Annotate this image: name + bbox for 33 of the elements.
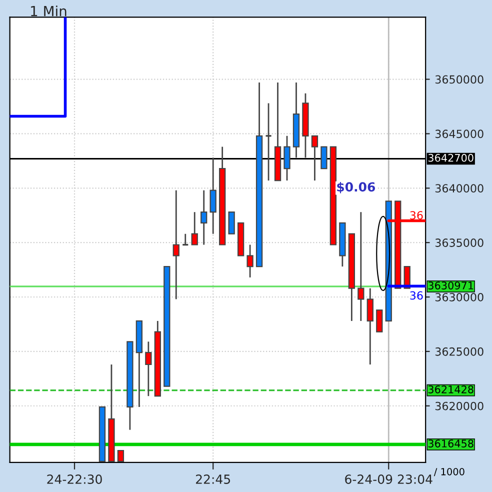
candlestick xyxy=(358,211,364,322)
chart-title: 1 Min xyxy=(31,6,66,16)
y-tick-label: 3650000 xyxy=(435,75,484,84)
candlestick xyxy=(210,156,216,235)
y-tick-label: 3635000 xyxy=(435,238,484,247)
ref-line-label: 3630971 xyxy=(428,282,474,290)
candlestick xyxy=(172,190,180,300)
ref-line-label: 3621428 xyxy=(428,385,474,394)
annotation: 36 xyxy=(410,211,423,220)
x-tick-label: 22:45 xyxy=(196,474,230,484)
candlestick xyxy=(191,211,198,246)
y-tick-label: 3620000 xyxy=(435,402,484,410)
ref-line-label: 3616458 xyxy=(428,440,474,448)
candlestick xyxy=(117,450,124,462)
candlestick xyxy=(200,190,208,246)
candlestick xyxy=(145,340,152,397)
x-tick-label: 6-24-09 23:04 xyxy=(345,474,432,484)
candlestick xyxy=(376,310,383,332)
y-tick-label: 3645000 xyxy=(435,130,484,138)
candlestick xyxy=(366,288,374,366)
candlestick xyxy=(320,146,328,170)
candlestick xyxy=(246,244,254,278)
annotation: $0.06 xyxy=(337,182,376,194)
annotation: 36 xyxy=(410,291,423,300)
x-tick-label: 24-22:30 xyxy=(47,474,102,484)
y-tick-label: 3630000 xyxy=(435,292,484,302)
ref-line-label: 3642700 xyxy=(428,154,474,162)
y-tick-label: 3640000 xyxy=(435,184,484,193)
text: / 1000 xyxy=(434,468,464,476)
y-tick-label: 3625000 xyxy=(435,347,484,356)
candlestick xyxy=(284,135,290,182)
candlestick xyxy=(311,135,318,182)
candlestick xyxy=(228,212,235,234)
